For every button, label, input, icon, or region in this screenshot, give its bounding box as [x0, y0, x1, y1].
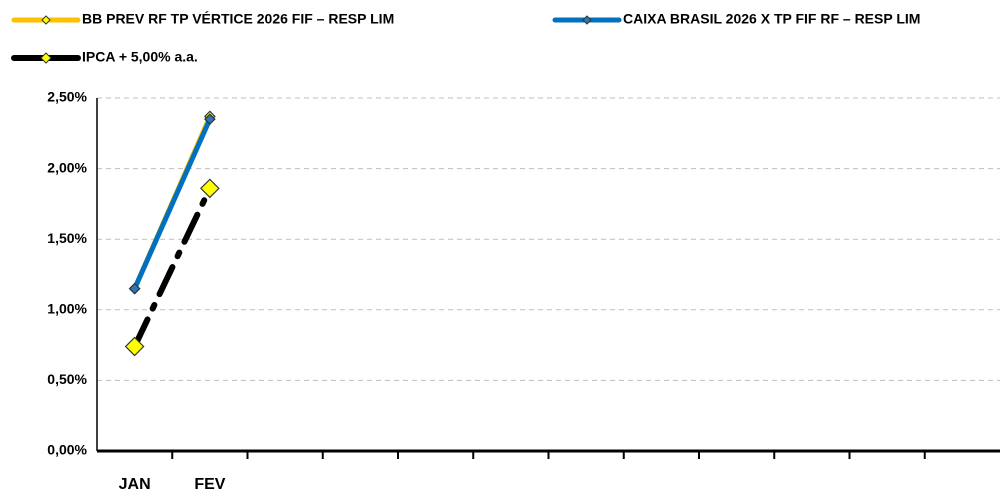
y-tick-label: 1,00%	[47, 301, 87, 317]
legend-label: IPCA + 5,00% a.a.	[82, 49, 198, 65]
data-marker	[124, 336, 145, 357]
y-tick-label: 0,50%	[47, 371, 87, 387]
y-tick-label: 2,50%	[47, 89, 87, 105]
data-marker	[204, 113, 216, 126]
legend-marker	[41, 15, 51, 25]
x-tick-label: FEV	[194, 476, 225, 493]
legend-marker	[40, 52, 52, 64]
y-tick-label: 1,50%	[47, 230, 87, 246]
legend-label: BB PREV RF TP VÉRTICE 2026 FIF – RESP LI…	[82, 11, 394, 27]
data-marker	[128, 282, 141, 295]
data-marker	[200, 178, 220, 199]
legend-label: CAIXA BRASIL 2026 X TP FIF RF – RESP LIM	[623, 11, 920, 27]
x-tick-label: JAN	[119, 476, 151, 493]
series-line	[132, 116, 213, 292]
legend-marker	[582, 15, 592, 25]
series-line	[131, 185, 213, 350]
y-tick-label: 0,00%	[47, 442, 87, 458]
y-tick-label: 2,00%	[47, 159, 87, 175]
